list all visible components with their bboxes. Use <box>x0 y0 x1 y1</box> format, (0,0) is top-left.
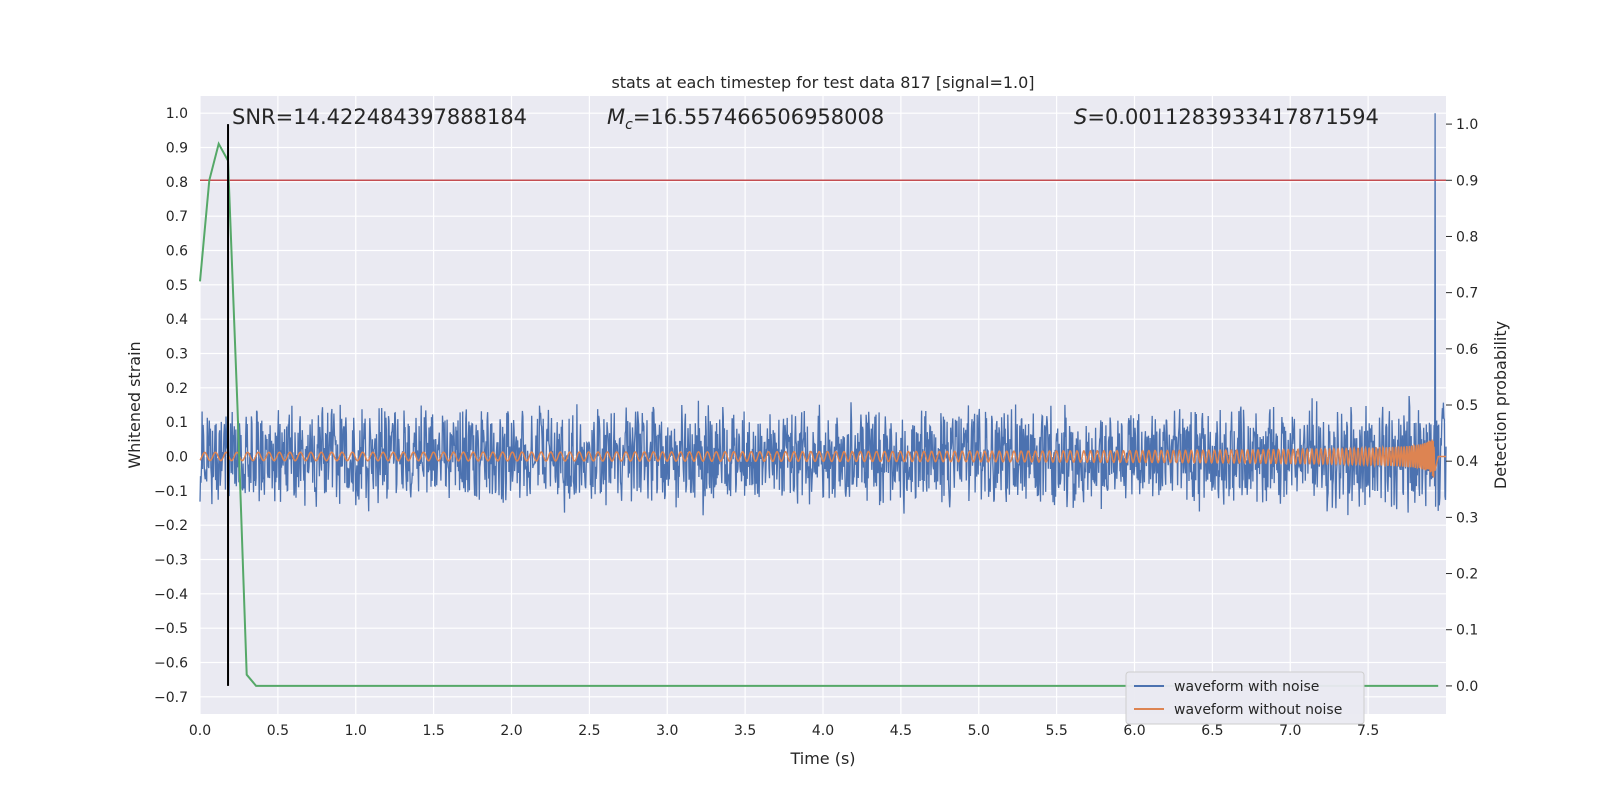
y-tick-label: −0.3 <box>154 553 188 569</box>
series-waveform-with-noise <box>199 113 1447 516</box>
snr-annotation: SNR=14.422484397888184 <box>232 105 527 129</box>
y-tick-label: 1.0 <box>166 106 188 122</box>
s-annotation: S=0.0011283933417871594 <box>1074 105 1379 129</box>
y2-tick-label: 0.8 <box>1456 229 1478 245</box>
legend-label-noise: waveform with noise <box>1174 679 1319 695</box>
y2-tick-label: 0.2 <box>1456 567 1478 583</box>
y-tick-label: 0.2 <box>166 381 188 397</box>
y-tick-label: −0.5 <box>154 621 188 637</box>
x-tick-label: 6.5 <box>1201 723 1223 739</box>
x-tick-label: 7.5 <box>1357 723 1379 739</box>
y-tick-label: 0.1 <box>166 415 188 431</box>
y-tick-label: 0.6 <box>166 244 188 260</box>
y-tick-label: 0.0 <box>166 450 188 466</box>
x-tick-label: 4.0 <box>812 723 834 739</box>
legend: waveform with noise waveform without noi… <box>1125 671 1365 725</box>
series-waveform-without-noise <box>199 439 1446 478</box>
y2-tick-label: 0.3 <box>1456 510 1478 526</box>
x-tick-label: 1.0 <box>345 723 367 739</box>
y-axis-label: Whitened strain <box>125 341 144 468</box>
legend-label-clean: waveform without noise <box>1174 702 1342 718</box>
x-tick-label: 3.5 <box>734 723 756 739</box>
x-axis-label: Time (s) <box>789 749 855 768</box>
y2-axis-label: Detection probability <box>1491 321 1510 489</box>
y-tick-label: −0.7 <box>154 690 188 706</box>
y2-tick-label: 0.0 <box>1456 679 1478 695</box>
y2-tick-label: 0.5 <box>1456 398 1478 414</box>
y-tick-label: −0.6 <box>154 656 188 672</box>
y2-tick-label: 0.4 <box>1456 454 1478 470</box>
y2-tick-label: 0.9 <box>1456 173 1478 189</box>
y2-tick-label: 0.7 <box>1456 286 1478 302</box>
x-tick-label: 2.0 <box>500 723 522 739</box>
x-tick-label: 7.0 <box>1279 723 1301 739</box>
y-tick-label: 0.5 <box>166 278 188 294</box>
x-tick-label: 5.5 <box>1045 723 1067 739</box>
x-tick-label: 3.0 <box>656 723 678 739</box>
y2-tick-label: 1.0 <box>1456 117 1478 133</box>
chart-title: stats at each timestep for test data 817… <box>611 73 1034 92</box>
mc-symbol: M <box>607 105 625 129</box>
tick-labels: 0.0 0.5 1.0 1.5 2.0 2.5 3.0 3.5 4.0 4.5 5.0 5.5 6.0 6… <box>154 106 1478 739</box>
s-value: =0.0011283933417871594 <box>1087 105 1379 129</box>
y-tick-label: 0.7 <box>166 209 188 225</box>
y2-tick-label: 0.6 <box>1456 342 1478 358</box>
mc-annotation: Mc=16.557466506958008 <box>607 105 884 133</box>
mc-value: =16.557466506958008 <box>633 105 884 129</box>
y-tick-label: −0.2 <box>154 518 188 534</box>
x-tick-label: 4.5 <box>890 723 912 739</box>
x-tick-label: 2.5 <box>578 723 600 739</box>
x-tick-label: 1.5 <box>422 723 444 739</box>
x-tick-label: 0.0 <box>189 723 211 739</box>
y-tick-label: −0.4 <box>154 587 188 603</box>
x-tick-label: 0.5 <box>267 723 289 739</box>
y-tick-label: 0.3 <box>166 347 188 363</box>
x-tick-label: 6.0 <box>1123 723 1145 739</box>
s-symbol: S <box>1074 105 1087 129</box>
y-tick-label: 0.4 <box>166 312 188 328</box>
y-tick-label: −0.1 <box>154 484 188 500</box>
mc-subscript: c <box>625 117 633 133</box>
y-tick-label: 0.8 <box>166 175 188 191</box>
y2-tick-label: 0.1 <box>1456 623 1478 639</box>
y-tick-label: 0.9 <box>166 141 188 157</box>
x-tick-label: 5.0 <box>968 723 990 739</box>
legend-box <box>1125 671 1365 725</box>
